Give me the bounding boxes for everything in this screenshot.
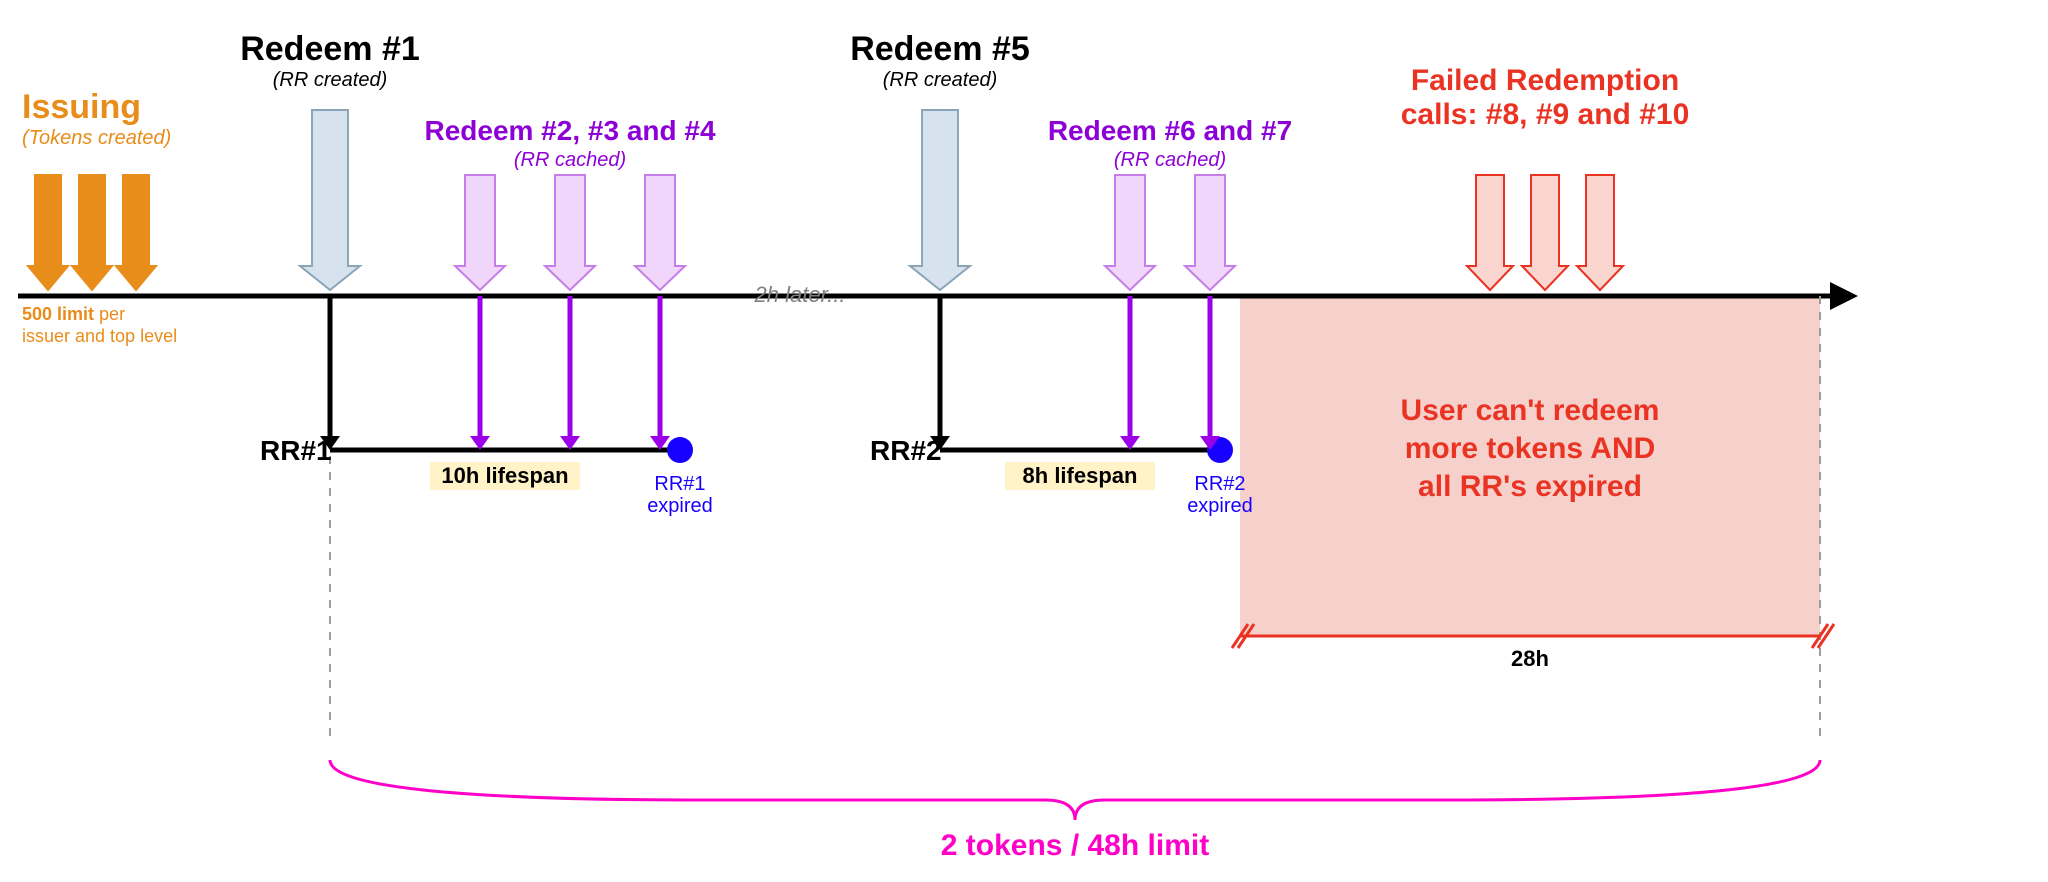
- failed-arrow-0: [1467, 175, 1513, 290]
- redeem67-subtitle: (RR cached): [1114, 149, 1226, 171]
- redeem1-expired-dot: [667, 437, 693, 463]
- redeem234-block-arrow-0: [455, 175, 505, 290]
- redeem1-block-arrow: [300, 110, 360, 290]
- issuing-arrow-1: [72, 175, 112, 290]
- limit-brace: [330, 760, 1820, 820]
- failed-arrow-1: [1522, 175, 1568, 290]
- redeem5-lifespan-label: 8h lifespan: [1023, 463, 1138, 488]
- gap-label: 2h later...: [754, 282, 846, 307]
- redeem67-block-arrow-1: [1185, 175, 1235, 290]
- redeem5-block-arrow: [910, 110, 970, 290]
- redeem67-title: Redeem #6 and #7: [1048, 115, 1292, 146]
- redeem234-block-arrow-1: [545, 175, 595, 290]
- redeem234-title: Redeem #2, #3 and #4: [424, 115, 715, 146]
- issuing-arrow-2: [116, 175, 156, 290]
- redeem5-title: Redeem #5: [850, 30, 1030, 68]
- redeem1-rr-label: RR#1: [260, 435, 332, 466]
- redeem234-block-arrow-2: [635, 175, 685, 290]
- redeem67-block-arrow-0: [1105, 175, 1155, 290]
- redeem5-expired-label: RR#2expired: [1187, 473, 1253, 517]
- failed-span-label: 28h: [1511, 646, 1549, 671]
- redeem1-title: Redeem #1: [240, 30, 420, 68]
- failed-message: User can't redeemmore tokens ANDall RR's…: [1401, 394, 1660, 503]
- failed-zone-box: [1240, 296, 1820, 636]
- redeem1-subtitle: (RR created): [273, 69, 387, 91]
- issuing-title: Issuing: [22, 88, 141, 126]
- redeem1-lifespan-label: 10h lifespan: [441, 463, 568, 488]
- redeem1-expired-label: RR#1expired: [647, 473, 713, 517]
- timeline-arrowhead: [1830, 282, 1858, 310]
- redeem234-subtitle: (RR cached): [514, 149, 626, 171]
- failed-title: Failed Redemptioncalls: #8, #9 and #10: [1401, 64, 1690, 131]
- issuing-footnote: 500 limit perissuer and top level: [22, 304, 177, 346]
- failed-arrow-2: [1577, 175, 1623, 290]
- limit-brace-label: 2 tokens / 48h limit: [941, 829, 1209, 862]
- redeem5-rr-label: RR#2: [870, 435, 942, 466]
- issuing-subtitle: (Tokens created): [22, 127, 171, 149]
- redeem5-subtitle: (RR created): [883, 69, 997, 91]
- issuing-arrow-0: [28, 175, 68, 290]
